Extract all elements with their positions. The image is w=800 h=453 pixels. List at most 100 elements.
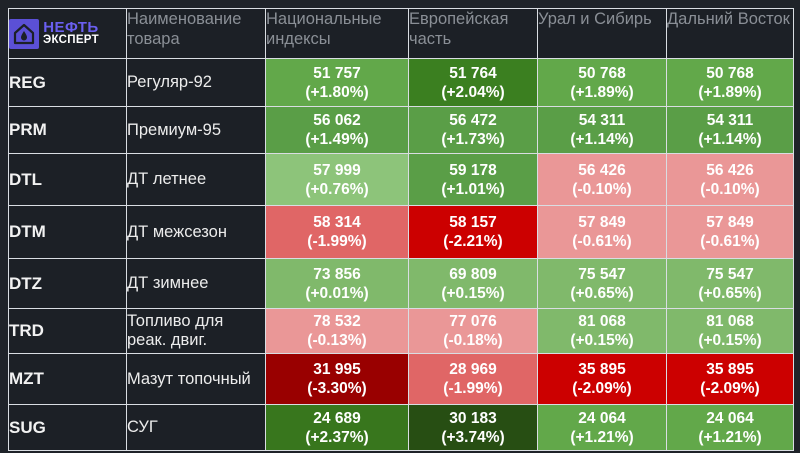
price-value: 30 183 <box>449 409 497 427</box>
price-change: (+0.65%) <box>698 284 762 302</box>
price-value: 56 062 <box>313 112 361 129</box>
logo: НЕФТЬ ЭКСПЕРТ <box>8 8 127 59</box>
logo-line2: ЭКСПЕРТ <box>43 33 99 46</box>
price-value: 24 689 <box>313 409 361 427</box>
price-value: 56 426 <box>578 161 626 179</box>
logo-line1: НЕФТЬ <box>43 18 99 36</box>
price-change: (-0.10%) <box>572 180 632 198</box>
price-cell: 54 311 (+1.14%) <box>537 106 667 154</box>
price-change: (+1.80%) <box>305 83 369 101</box>
price-value: 51 757 <box>313 64 361 82</box>
price-value: 35 895 <box>706 361 754 378</box>
header-european-part: Европейская часть <box>408 8 538 59</box>
table-row: MZT Мазут топочный 31 995 (-3.30%) 28 969 (-1… <box>8 353 794 405</box>
price-cell: 35 895 (-2.09%) <box>666 353 794 405</box>
price-value: 78 532 <box>313 313 361 330</box>
price-cell: 81 068 (+0.15%) <box>666 308 794 354</box>
price-value: 31 995 <box>313 361 361 378</box>
product-code: REG <box>8 58 127 107</box>
price-change: (-0.61%) <box>700 233 760 250</box>
table-row: DTZ ДТ зимнее 73 856 (+0.01%) 69 809 (+0.15%)… <box>8 258 794 309</box>
price-value: 57 849 <box>578 214 626 231</box>
price-value: 73 856 <box>313 265 361 283</box>
price-change: (-2.09%) <box>572 380 632 397</box>
product-name: Топливо для реак. двиг. <box>126 308 266 354</box>
table-row: DTL ДТ летнее 57 999 (+0.76%) 59 178 (+1.01%)… <box>8 153 794 206</box>
price-cell: 24 064 (+1.21%) <box>537 404 667 451</box>
price-change: (+1.89%) <box>570 83 634 101</box>
price-change: (+0.15%) <box>698 332 762 349</box>
price-change: (-1.99%) <box>443 380 503 397</box>
price-cell: 58 157 (-2.21%) <box>408 205 538 259</box>
price-change: (-0.10%) <box>700 180 760 198</box>
price-table: НЕФТЬ ЭКСПЕРТ Наименование товара Национ… <box>8 8 794 451</box>
product-name: Мазут топочный <box>126 353 266 405</box>
price-change: (+1.89%) <box>698 83 762 101</box>
price-cell: 30 183 (+3.74%) <box>408 404 538 451</box>
price-cell: 81 068 (+0.15%) <box>537 308 667 354</box>
price-cell: 50 768 (+1.89%) <box>666 58 794 107</box>
price-cell: 78 532 (-0.13%) <box>265 308 409 354</box>
price-change: (+1.14%) <box>698 131 762 148</box>
price-change: (+1.14%) <box>570 131 634 148</box>
header-product-name: Наименование товара <box>126 8 266 59</box>
table-row: PRM Премиум-95 56 062 (+1.49%) 56 472 (+1.73%… <box>8 106 794 154</box>
price-change: (+1.01%) <box>441 180 505 198</box>
price-value: 35 895 <box>578 361 626 378</box>
price-value: 24 064 <box>706 409 754 427</box>
price-value: 28 969 <box>449 361 497 378</box>
price-cell: 24 689 (+2.37%) <box>265 404 409 451</box>
product-code: DTZ <box>8 258 127 309</box>
price-change: (+0.01%) <box>305 284 369 302</box>
price-cell: 56 472 (+1.73%) <box>408 106 538 154</box>
table-row: REG Регуляр-92 51 757 (+1.80%) 51 764 (+2.04%… <box>8 58 794 107</box>
header-far-east: Дальний Восток <box>666 8 794 59</box>
price-change: (-0.13%) <box>307 332 367 349</box>
price-change: (-2.09%) <box>700 380 760 397</box>
price-value: 50 768 <box>578 64 626 82</box>
price-value: 59 178 <box>449 161 497 179</box>
header-national-index: Национальные индексы <box>265 8 409 59</box>
price-cell: 28 969 (-1.99%) <box>408 353 538 405</box>
price-value: 51 764 <box>449 64 497 82</box>
price-change: (+0.15%) <box>441 284 505 302</box>
price-cell: 73 856 (+0.01%) <box>265 258 409 309</box>
price-value: 54 311 <box>578 112 626 129</box>
price-change: (+2.04%) <box>441 83 505 101</box>
price-cell: 24 064 (+1.21%) <box>666 404 794 451</box>
price-cell: 56 426 (-0.10%) <box>537 153 667 206</box>
price-value: 50 768 <box>706 64 754 82</box>
price-value: 81 068 <box>578 313 626 330</box>
price-change: (-3.30%) <box>307 380 367 397</box>
product-code: SUG <box>8 404 127 451</box>
product-code: DTL <box>8 153 127 206</box>
product-name: ДТ летнее <box>126 153 266 206</box>
price-change: (+1.73%) <box>441 131 505 148</box>
price-cell: 57 999 (+0.76%) <box>265 153 409 206</box>
price-change: (-2.21%) <box>443 233 503 250</box>
price-value: 81 068 <box>706 313 754 330</box>
price-change: (-0.18%) <box>443 332 503 349</box>
header-ural-siberia: Урал и Сибирь <box>537 8 667 59</box>
product-code: PRM <box>8 106 127 154</box>
price-value: 56 426 <box>706 161 754 179</box>
price-value: 57 999 <box>313 161 361 179</box>
price-change: (-1.99%) <box>307 233 367 250</box>
price-change: (+2.37%) <box>305 428 369 446</box>
price-change: (-0.61%) <box>572 233 632 250</box>
price-cell: 51 757 (+1.80%) <box>265 58 409 107</box>
price-change: (+1.21%) <box>698 428 762 446</box>
price-cell: 35 895 (-2.09%) <box>537 353 667 405</box>
house-drop-icon <box>9 18 39 49</box>
price-value: 75 547 <box>706 265 754 283</box>
price-cell: 56 062 (+1.49%) <box>265 106 409 154</box>
price-cell: 50 768 (+1.89%) <box>537 58 667 107</box>
header-row: НЕФТЬ ЭКСПЕРТ Наименование товара Национ… <box>8 8 794 59</box>
product-name: Регуляр-92 <box>126 58 266 107</box>
price-change: (+1.49%) <box>305 131 369 148</box>
price-cell: 57 849 (-0.61%) <box>537 205 667 259</box>
price-value: 24 064 <box>578 409 626 427</box>
price-value: 54 311 <box>706 112 754 129</box>
price-value: 75 547 <box>578 265 626 283</box>
price-cell: 51 764 (+2.04%) <box>408 58 538 107</box>
